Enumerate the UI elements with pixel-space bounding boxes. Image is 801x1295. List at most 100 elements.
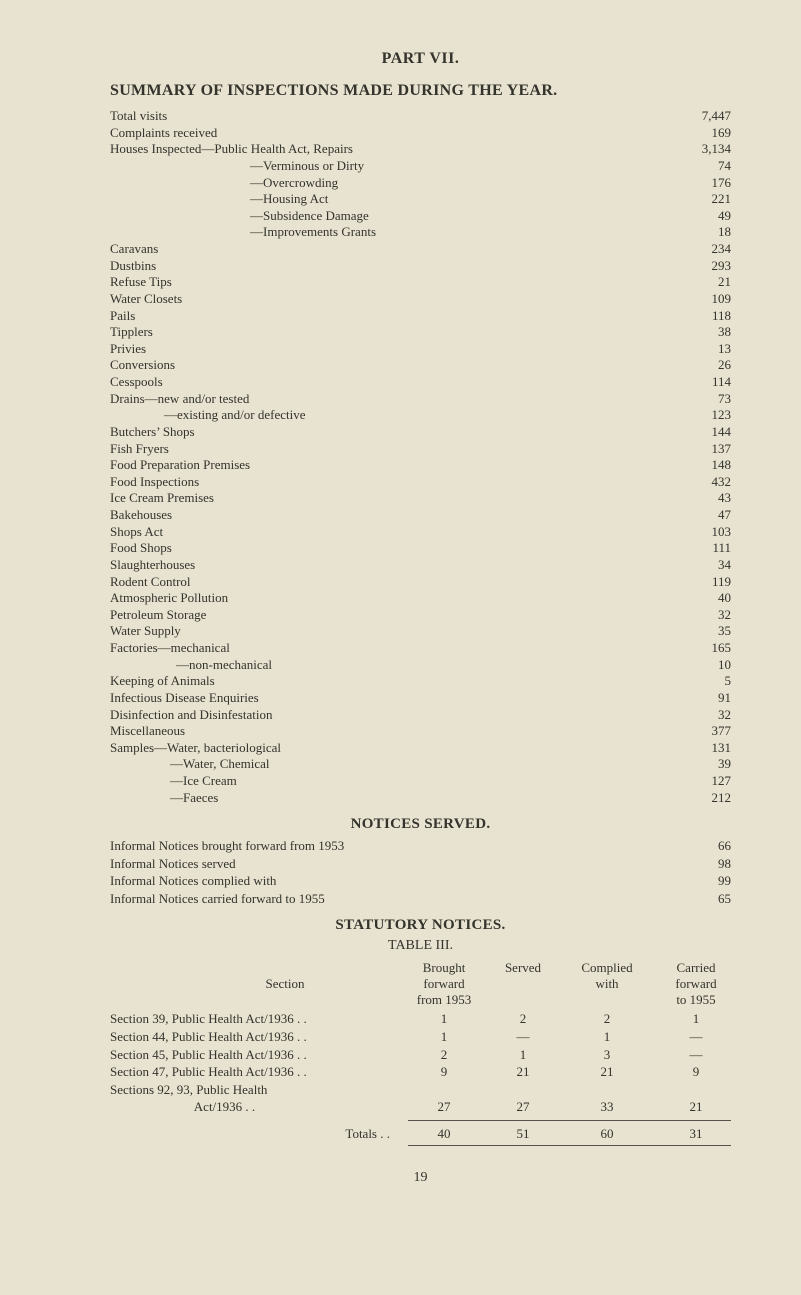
item-value: 32 [683, 607, 731, 624]
table-cell: — [656, 1028, 736, 1046]
totals-served: 51 [488, 1126, 558, 1142]
item-label: Food Shops [110, 540, 172, 557]
item-label: Rodent Control [110, 574, 191, 591]
notice-value: 98 [685, 855, 731, 873]
item-label: Total visits [110, 108, 167, 125]
table-row: Act/1936 . .27273321 [110, 1098, 731, 1116]
summary-title: SUMMARY OF INSPECTIONS MADE DURING THE Y… [110, 82, 731, 100]
table-cell: — [488, 1028, 558, 1046]
list-item: Informal Notices served98 [110, 855, 731, 873]
table-cell [656, 1081, 736, 1099]
table-cell: Section 39, Public Health Act/1936 . . [110, 1010, 400, 1028]
hdr-section: Section [110, 960, 400, 1008]
item-label: —Improvements Grants [110, 224, 376, 241]
table-cell [404, 1081, 484, 1099]
item-value: 144 [683, 424, 731, 441]
item-label: Fish Fryers [110, 441, 169, 458]
item-value: 74 [683, 158, 731, 175]
list-item: Water Supply35 [110, 623, 731, 640]
hdr-carried: Carried forward to 1955 [656, 960, 736, 1008]
item-value: 38 [683, 324, 731, 341]
item-label: Ice Cream Premises [110, 490, 214, 507]
table-cell: Act/1936 . . [110, 1098, 400, 1116]
item-label: Shops Act [110, 524, 163, 541]
notices-title: NOTICES SERVED. [110, 816, 731, 833]
item-label: Houses Inspected—Public Health Act, Repa… [110, 141, 353, 158]
item-label: Samples—Water, bacteriological [110, 740, 281, 757]
item-label: Atmospheric Pollution [110, 590, 228, 607]
item-label: Pails [110, 308, 135, 325]
item-value: 176 [683, 175, 731, 192]
notice-label: Informal Notices served [110, 855, 685, 873]
item-label: Tipplers [110, 324, 153, 341]
notice-label: Informal Notices brought forward from 19… [110, 837, 685, 855]
item-label: Factories—mechanical [110, 640, 230, 657]
totals-label: Totals . . [110, 1126, 400, 1142]
table-cell: 1 [404, 1028, 484, 1046]
table-cell: 27 [488, 1098, 558, 1116]
item-label: Complaints received [110, 125, 217, 142]
list-item: —Housing Act221 [110, 191, 731, 208]
notice-label: Informal Notices complied with [110, 872, 685, 890]
table-row: Sections 92, 93, Public Health [110, 1081, 731, 1099]
item-value: 49 [683, 208, 731, 225]
table-cell: 3 [562, 1046, 652, 1064]
hdr-complied: Complied with [562, 960, 652, 1008]
item-label: Petroleum Storage [110, 607, 206, 624]
item-label: —Overcrowding [110, 175, 338, 192]
item-label: —existing and/or defective [110, 407, 306, 424]
table-row: Section 47, Public Health Act/1936 . .92… [110, 1063, 731, 1081]
item-value: 165 [683, 640, 731, 657]
totals-carried: 31 [656, 1126, 736, 1142]
item-label: —Subsidence Damage [110, 208, 369, 225]
item-label: Food Preparation Premises [110, 457, 250, 474]
list-item: Refuse Tips21 [110, 274, 731, 291]
item-value: 212 [683, 790, 731, 807]
item-value: 91 [683, 690, 731, 707]
list-item: Houses Inspected—Public Health Act, Repa… [110, 141, 731, 158]
list-item: —Overcrowding 176 [110, 175, 731, 192]
list-item: Food Shops111 [110, 540, 731, 557]
item-label: Conversions [110, 357, 175, 374]
list-item: Complaints received169 [110, 125, 731, 142]
item-label: Keeping of Animals [110, 673, 215, 690]
item-label: —non-mechanical [110, 657, 272, 674]
list-item: —Faeces212 [110, 790, 731, 807]
item-value: 73 [683, 391, 731, 408]
table-cell: Sections 92, 93, Public Health [110, 1081, 400, 1099]
list-item: Factories—mechanical 165 [110, 640, 731, 657]
item-value: 43 [683, 490, 731, 507]
list-item: Food Preparation Premises 148 [110, 457, 731, 474]
list-item: Butchers’ Shops144 [110, 424, 731, 441]
item-value: 119 [683, 574, 731, 591]
list-item: Informal Notices brought forward from 19… [110, 837, 731, 855]
totals-bf: 40 [404, 1126, 484, 1142]
item-value: 3,134 [683, 141, 731, 158]
item-label: Slaughterhouses [110, 557, 195, 574]
item-value: 109 [683, 291, 731, 308]
item-value: 5 [683, 673, 731, 690]
table-cell: 9 [404, 1063, 484, 1081]
item-label: —Verminous or Dirty [110, 158, 364, 175]
item-label: Water Supply [110, 623, 181, 640]
table-cell: 1 [488, 1046, 558, 1064]
totals-rule-top [408, 1120, 731, 1121]
item-value: 34 [683, 557, 731, 574]
item-label: Refuse Tips [110, 274, 172, 291]
table-cell: Section 44, Public Health Act/1936 . . [110, 1028, 400, 1046]
table-cell: 1 [562, 1028, 652, 1046]
table-cell: 1 [656, 1010, 736, 1028]
list-item: Caravans234 [110, 241, 731, 258]
list-item: Slaughterhouses 34 [110, 557, 731, 574]
item-value: 148 [683, 457, 731, 474]
list-item: Miscellaneous377 [110, 723, 731, 740]
item-label: Infectious Disease Enquiries [110, 690, 259, 707]
table-cell [488, 1081, 558, 1099]
list-item: Pails118 [110, 308, 731, 325]
item-label: Food Inspections [110, 474, 199, 491]
item-value: 40 [683, 590, 731, 607]
table-cell: Section 47, Public Health Act/1936 . . [110, 1063, 400, 1081]
item-value: 18 [683, 224, 731, 241]
item-label: Disinfection and Disinfestation [110, 707, 272, 724]
item-value: 123 [683, 407, 731, 424]
